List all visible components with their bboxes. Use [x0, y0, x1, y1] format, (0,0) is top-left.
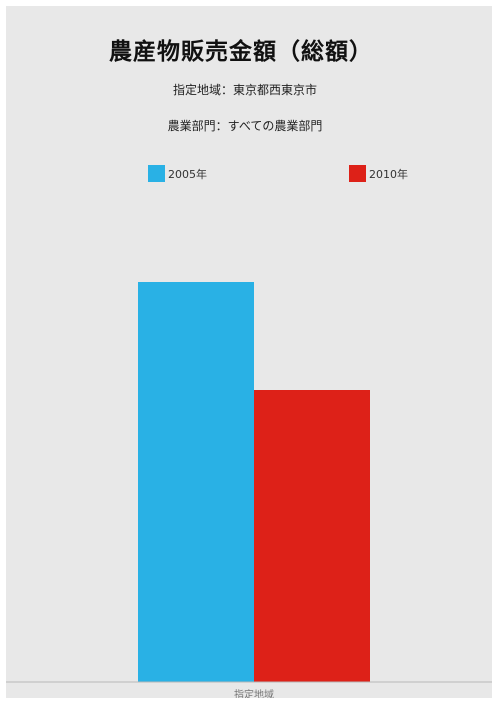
chart-panel: 農産物販売金額（総額） 指定地域：東京都西東京市 農業部門：すべての農業部門 2…	[6, 6, 492, 698]
legend-swatch-2005	[148, 165, 165, 182]
legend-label-2005: 2005年	[168, 167, 207, 181]
bar-2010[interactable]	[254, 390, 370, 682]
legend-item-2010[interactable]: 2010年	[349, 165, 408, 182]
chart-subtitle-sector: 農業部門：すべての農業部門	[167, 119, 323, 133]
legend-item-2005[interactable]: 2005年	[148, 165, 207, 182]
chart-subtitle-region: 指定地域：東京都西東京市	[172, 83, 317, 97]
x-tick-label: 指定地域	[234, 688, 274, 698]
bar-chart: 指定地域	[6, 282, 492, 698]
bar-2005[interactable]	[138, 282, 254, 682]
legend-swatch-2010	[349, 165, 366, 182]
legend-label-2010: 2010年	[369, 167, 408, 181]
chart-title: 農産物販売金額（総額）	[109, 39, 373, 65]
bars-group	[138, 282, 370, 682]
